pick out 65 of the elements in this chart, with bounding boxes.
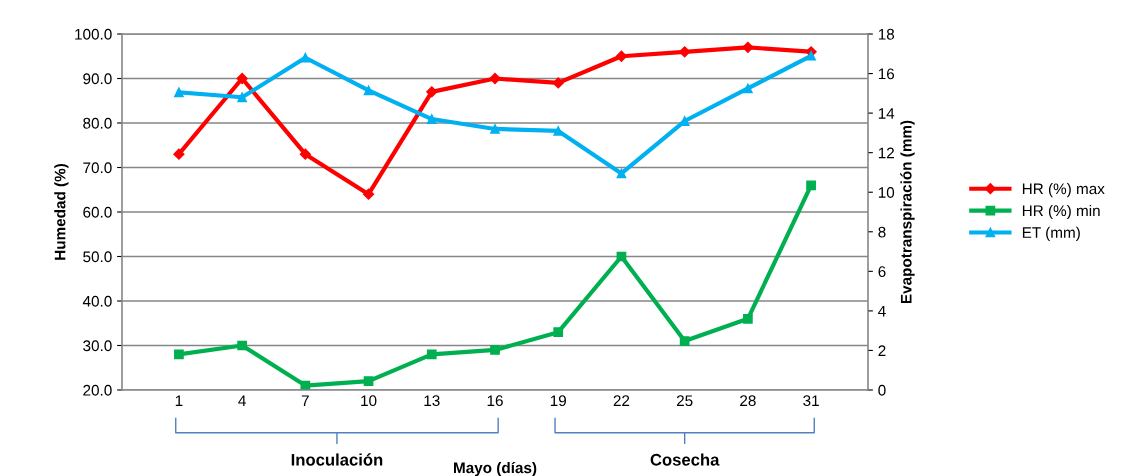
x-tick-label: 19 bbox=[550, 395, 566, 407]
y2-tick-label: 18 bbox=[878, 28, 895, 40]
y-tick-label: 60.0 bbox=[83, 206, 112, 218]
point bbox=[743, 313, 753, 324]
point bbox=[743, 83, 753, 94]
x-tick-label: 13 bbox=[424, 395, 440, 407]
point bbox=[616, 168, 627, 179]
legend-label: HR (%) max bbox=[1022, 183, 1105, 198]
x-tick-label: 16 bbox=[487, 395, 503, 407]
point bbox=[426, 114, 437, 124]
point bbox=[426, 86, 438, 98]
y-tick-label: 90.0 bbox=[83, 73, 112, 85]
point bbox=[806, 180, 816, 191]
x-tick-label: 22 bbox=[613, 395, 630, 406]
x-tick-label: 25 bbox=[676, 395, 693, 407]
point bbox=[553, 327, 564, 338]
y2-tick-label: 6 bbox=[878, 266, 886, 278]
x-tick-label: 10 bbox=[361, 395, 377, 407]
y-tick-label: 50.0 bbox=[83, 251, 112, 263]
point bbox=[237, 340, 247, 351]
point bbox=[300, 380, 311, 390]
point bbox=[806, 50, 816, 61]
y2-tick-label: 14 bbox=[878, 108, 895, 119]
y2-tick-label: 4 bbox=[878, 305, 886, 317]
x-tick-label: 28 bbox=[740, 395, 756, 407]
y-axis-title: Humedad (%) bbox=[54, 163, 69, 260]
x-tick-label: 7 bbox=[301, 395, 309, 406]
y2-axis-title: Evapotranspiración (mm) bbox=[900, 120, 915, 304]
point bbox=[552, 77, 564, 89]
point bbox=[300, 52, 311, 63]
y2-tick-label: 10 bbox=[878, 187, 895, 198]
point bbox=[363, 85, 374, 96]
point bbox=[174, 349, 184, 360]
point bbox=[742, 41, 754, 53]
point bbox=[426, 349, 437, 360]
point bbox=[173, 148, 185, 160]
y2-tick-label: 0 bbox=[878, 384, 886, 396]
point bbox=[363, 376, 374, 386]
y-tick-label: 70.0 bbox=[83, 162, 112, 174]
y-tick-label: 20.0 bbox=[83, 384, 112, 396]
y2-tick-label: 2 bbox=[878, 345, 886, 356]
point bbox=[490, 345, 500, 355]
point bbox=[490, 124, 500, 134]
point bbox=[174, 87, 184, 98]
y2-tick-label: 12 bbox=[878, 147, 894, 159]
point bbox=[236, 72, 248, 85]
point bbox=[237, 92, 247, 103]
point bbox=[489, 72, 501, 85]
x-tick-label: 1 bbox=[175, 395, 183, 406]
y-tick-label: 100.0 bbox=[75, 28, 112, 40]
point bbox=[299, 148, 311, 160]
y-tick-label: 80.0 bbox=[83, 117, 112, 129]
x-tick-label: 31 bbox=[803, 395, 819, 407]
point bbox=[362, 188, 375, 200]
x-tick-label: 4 bbox=[238, 395, 246, 406]
x-axis-title: Mayo (días) bbox=[454, 461, 537, 476]
text: Cosecha bbox=[650, 453, 720, 466]
y-tick-label: 40.0 bbox=[82, 295, 112, 307]
y2-tick-label: 16 bbox=[878, 68, 895, 80]
point bbox=[679, 336, 690, 346]
y-tick-label: 30.0 bbox=[83, 340, 112, 352]
text: Inoculación bbox=[291, 453, 383, 466]
legend-label: ET (mm) bbox=[1022, 226, 1080, 241]
y2-tick-label: 8 bbox=[878, 226, 886, 238]
legend-label: HR (%) min bbox=[1022, 204, 1100, 220]
